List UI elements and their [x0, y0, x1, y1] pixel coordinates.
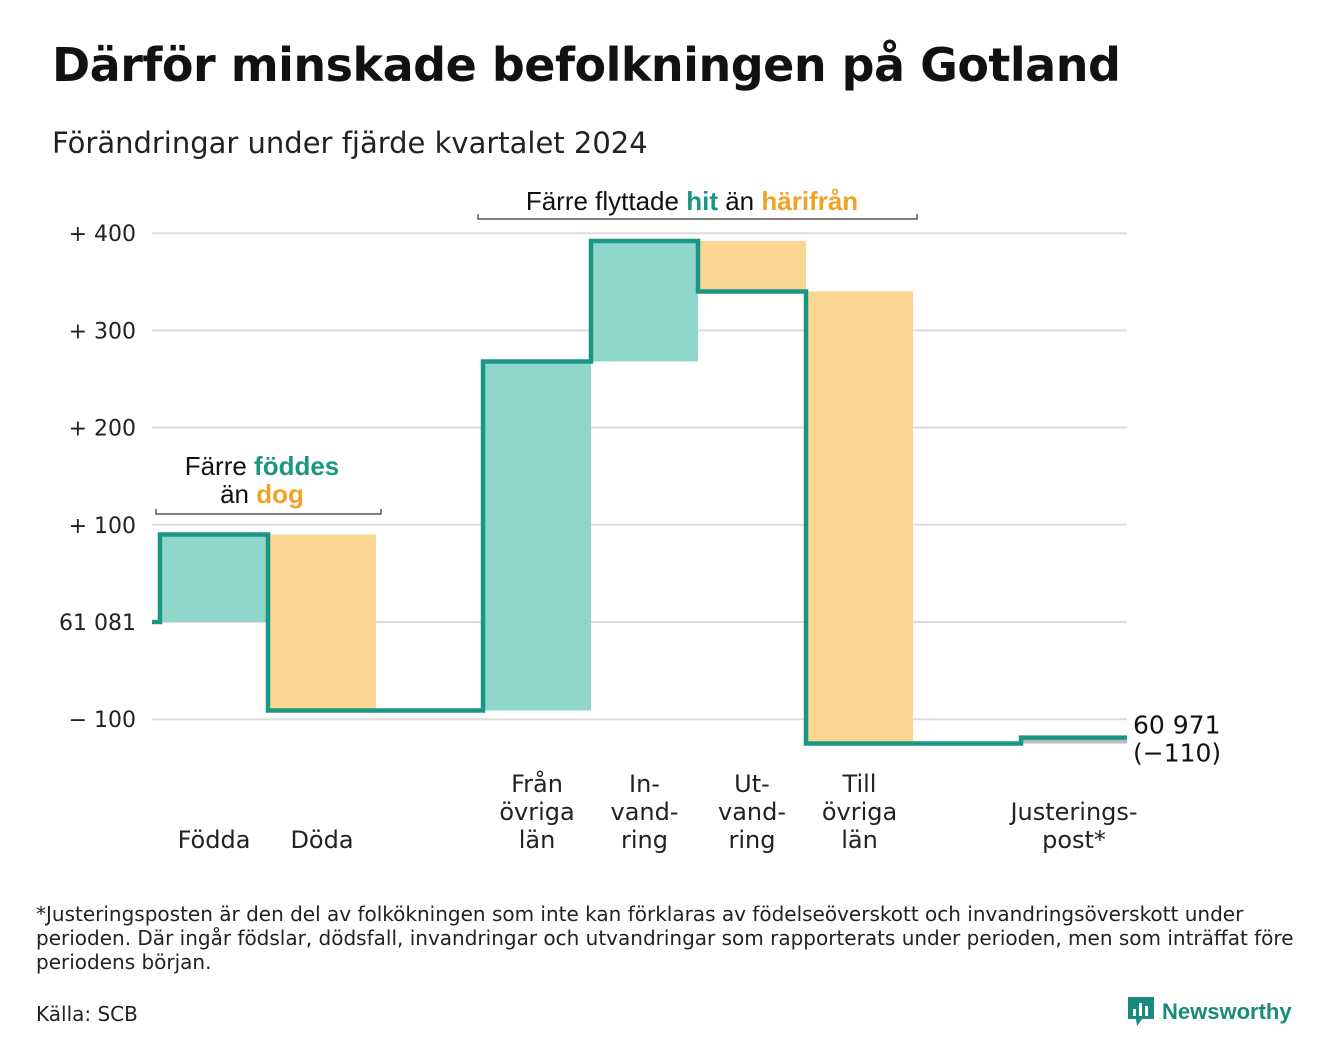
- category-label-4-2: ring: [621, 826, 668, 854]
- waterfall-chart: + 400 + 300 + 200 + 100 61 081 − 100 Födda Döda…: [59, 186, 1221, 854]
- annotation-0-part-0-0: Färre: [185, 451, 254, 481]
- category-label-5-1: vand-: [718, 798, 786, 826]
- bar-4: [591, 240, 698, 362]
- annotation-1-part-0-2: än: [718, 186, 761, 216]
- category-label-5-2: ring: [729, 826, 776, 854]
- annotation-bracket-1: [477, 214, 918, 220]
- annotation-0-part-0-1: föddes: [254, 451, 339, 481]
- category-label-1-0: Döda: [290, 826, 353, 854]
- logo-text: Newsworthy: [1162, 999, 1292, 1024]
- end-value-label: 60 971: [1133, 711, 1220, 740]
- footnote: *Justeringsposten är den del av folkökni…: [36, 902, 1294, 974]
- annotation-1-part-0-0: Färre flyttade: [526, 186, 686, 216]
- bar-8: [1021, 737, 1127, 744]
- bar-0: [160, 534, 268, 622]
- chart-title: Därför minskade befolkningen på Gotland: [52, 38, 1121, 92]
- y-tick-label-1: + 300: [69, 319, 136, 344]
- chart-subtitle: Förändringar under fjärde kvartalet 2024: [52, 126, 648, 160]
- annotation-1-line-0: Färre flyttade hit än härifrån: [526, 186, 858, 216]
- category-label-0-0: Födda: [178, 826, 251, 854]
- annotation-0-part-1-0: än: [220, 479, 256, 509]
- source-label: Källa: SCB: [36, 1002, 138, 1026]
- bar-5: [698, 240, 806, 292]
- annotation-0-line-1: än dog: [220, 479, 304, 509]
- annotation-0-part-1-1: dog: [256, 479, 304, 509]
- category-label-3-1: övriga: [499, 798, 574, 826]
- annotation-0-line-0: Färre föddes: [185, 451, 340, 481]
- cumulative-step-line: [152, 238, 1127, 746]
- newsworthy-logo: Newsworthy: [1128, 997, 1292, 1027]
- annotation-bracket-0: [155, 509, 382, 515]
- category-label-5-0: Ut-: [734, 770, 770, 798]
- y-tick-label-0: + 400: [69, 222, 136, 247]
- category-label-6-1: övriga: [822, 798, 897, 826]
- bar-6: [806, 291, 913, 744]
- category-label-8-1: post*: [1042, 826, 1106, 854]
- y-tick-label-2: + 200: [69, 417, 136, 442]
- end-change-label: (−110): [1133, 739, 1221, 768]
- category-label-6-0: Till: [842, 770, 877, 798]
- category-label-4-1: vand-: [610, 798, 678, 826]
- y-tick-label-3: + 100: [69, 514, 136, 539]
- y-tick-label-5: − 100: [69, 708, 136, 733]
- y-tick-label-4: 61 081: [59, 611, 136, 636]
- annotation-1-part-0-1: hit: [686, 186, 718, 216]
- bar-chart-logo-icon: [1128, 997, 1154, 1026]
- category-label-8-0: Justerings-: [1008, 798, 1137, 826]
- bar-3: [483, 361, 591, 711]
- bar-1: [268, 534, 376, 711]
- annotation-1-part-0-3: härifrån: [761, 186, 858, 216]
- category-label-3-0: Från: [511, 769, 563, 798]
- category-label-3-2: län: [519, 826, 556, 854]
- category-label-6-2: län: [841, 826, 878, 854]
- category-label-4-0: In-: [629, 770, 660, 798]
